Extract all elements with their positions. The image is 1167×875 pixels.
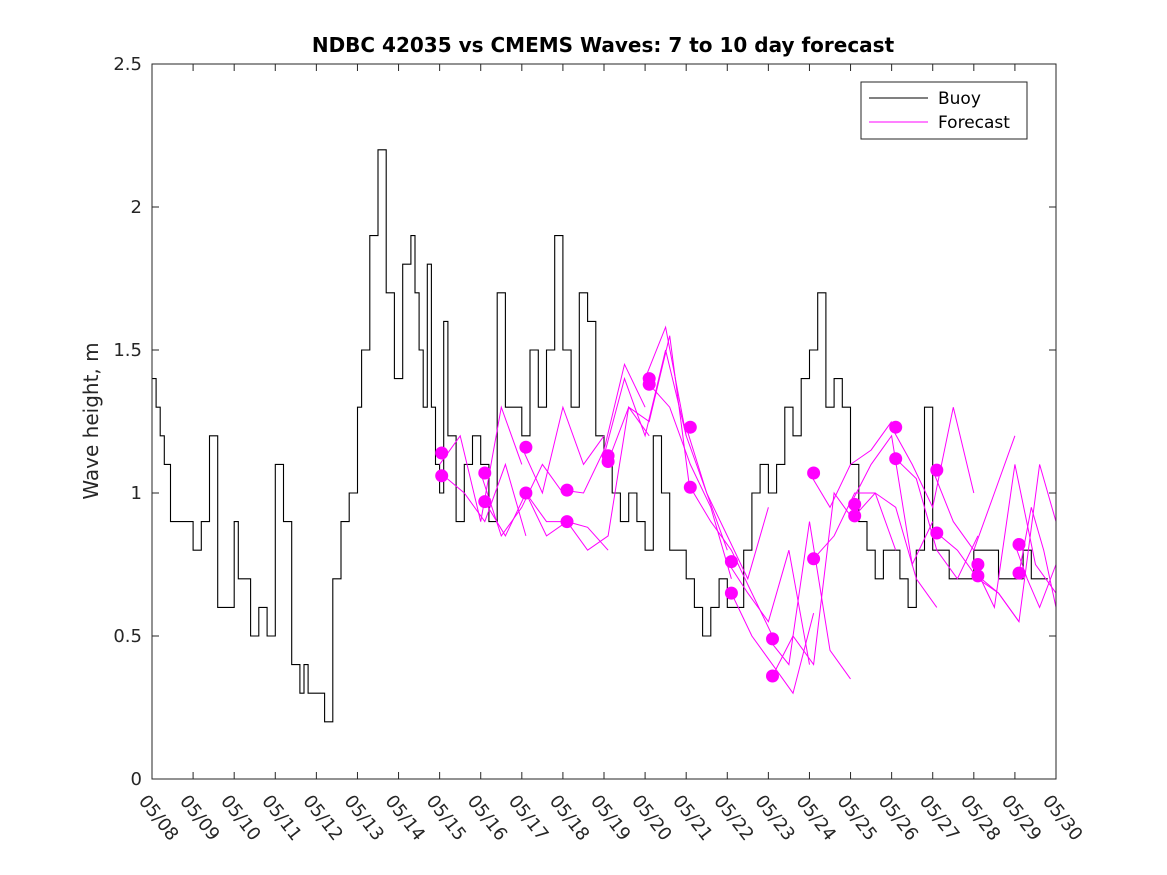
y-tick-label: 0 (131, 769, 142, 790)
forecast-run-line (809, 421, 893, 509)
forecast-marker (435, 469, 449, 483)
forecast-run-line (1018, 507, 1057, 608)
forecast-run-line (603, 349, 687, 456)
forecast-marker (889, 420, 903, 434)
buoy-series-layer (152, 149, 1048, 723)
y-tick-label: 2 (131, 197, 142, 218)
forecast-marker (766, 632, 779, 646)
forecast-marker (435, 446, 449, 460)
forecast-run-line (813, 492, 897, 560)
forecast-marker (971, 558, 985, 571)
forecast-run-line (443, 462, 527, 537)
forecast-run-line (854, 492, 938, 608)
forecast-run-line (689, 487, 773, 637)
forecast-run-line (932, 435, 1016, 552)
forecast-marker (478, 466, 492, 480)
forecast-marker (683, 420, 697, 434)
forecast-marker (724, 555, 738, 569)
y-axis-label: Wave height, m (79, 342, 103, 499)
forecast-marker (560, 515, 574, 529)
y-tick-label: 0.5 (113, 626, 142, 647)
forecast-run-line (566, 405, 650, 551)
forecast-marker (601, 455, 615, 468)
forecast-run-line (685, 427, 769, 581)
chart-title: NDBC 42035 vs CMEMS Waves: 7 to 10 day f… (312, 33, 895, 57)
forecast-run-line (977, 464, 1057, 624)
y-tick-label: 1.5 (113, 340, 142, 361)
legend: Buoy Forecast (860, 81, 1028, 140)
forecast-marker (519, 440, 533, 454)
forecast-marker (930, 526, 944, 540)
forecast-run-line (730, 592, 815, 695)
plot-area (152, 149, 1057, 723)
forecast-marker (1012, 566, 1026, 580)
forecast-run-line (973, 464, 1057, 610)
legend-box (860, 81, 1028, 140)
forecast-marker (889, 452, 903, 466)
forecast-run-line (439, 405, 523, 522)
forecast-run-line (726, 550, 810, 665)
buoy-series-line (152, 149, 1048, 723)
forecast-markers-layer (435, 372, 1026, 683)
forecast-marker (807, 552, 821, 566)
forecast-marker (848, 497, 862, 511)
legend-buoy-label: Buoy (938, 89, 981, 109)
forecast-run-line (644, 325, 728, 551)
forecast-marker (766, 669, 779, 683)
forecast-run-line (521, 405, 605, 495)
forecast-run-line (480, 463, 564, 537)
forecast-marker (642, 377, 656, 391)
forecast-run-line (562, 362, 646, 494)
forecast-marker (724, 586, 738, 600)
forecast-marker (519, 486, 533, 500)
forecast-series-layer (439, 325, 1057, 695)
forecast-run-line (891, 407, 975, 509)
y-tick-label: 2.5 (113, 54, 142, 75)
forecast-marker (1012, 538, 1026, 551)
y-tick-label: 1 (131, 483, 142, 504)
forecast-marker (478, 495, 492, 509)
legend-forecast-label: Forecast (938, 113, 1010, 133)
forecast-marker (848, 509, 862, 523)
forecast-marker (683, 480, 697, 494)
forecast-run-line (768, 521, 851, 680)
y-axis-ticks: 0 0.5 1 1.5 2 2.5 (113, 54, 1056, 790)
forecast-marker (807, 466, 821, 480)
forecast-run-line (850, 434, 934, 567)
forecast-marker (971, 569, 985, 583)
forecast-run-line (895, 458, 979, 580)
forecast-marker (560, 483, 574, 497)
forecast-marker (930, 463, 944, 477)
forecast-run-line (607, 335, 691, 494)
forecast-run-line (772, 491, 856, 677)
